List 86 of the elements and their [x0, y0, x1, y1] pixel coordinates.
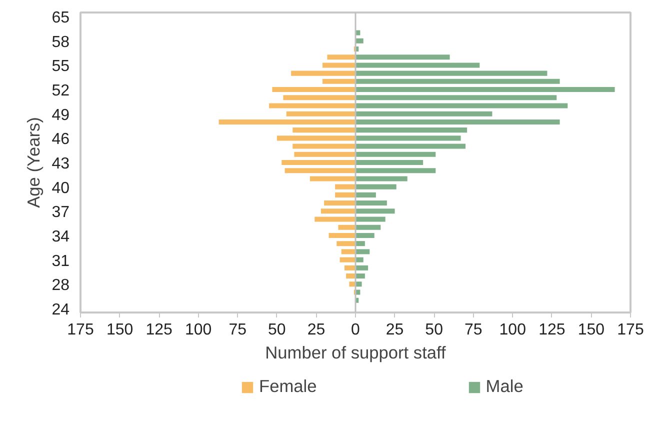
y-tick-label: 55: [52, 58, 70, 76]
x-tick-label: 75: [228, 322, 247, 338]
x-tick-label: 100: [185, 322, 212, 338]
bar: [356, 192, 376, 198]
bar: [356, 208, 395, 214]
y-tick-label: 58: [52, 34, 70, 51]
bar: [344, 265, 356, 270]
bar: [276, 136, 356, 141]
x-tick-label: 175: [617, 322, 644, 338]
bar: [356, 224, 381, 230]
x-tick-label: 175: [67, 322, 94, 338]
bar: [356, 232, 374, 238]
bar: [322, 62, 356, 68]
x-tick-label: 150: [106, 322, 134, 338]
bar: [328, 232, 356, 238]
bar: [356, 265, 368, 270]
x-tick-label: 125: [538, 322, 566, 338]
bar: [292, 128, 356, 133]
bar: [335, 192, 356, 198]
x-axis-title: Number of support staff: [265, 342, 446, 362]
bar: [346, 274, 356, 279]
bar: [314, 216, 356, 222]
bar: [269, 103, 356, 108]
bar: [282, 160, 356, 166]
bar: [218, 119, 356, 124]
bar: [341, 249, 356, 254]
y-tick-label: 49: [52, 106, 70, 124]
bar: [340, 257, 356, 262]
x-tick-label: 150: [578, 322, 605, 338]
bar: [292, 144, 356, 149]
bar: [356, 144, 466, 149]
bar: [356, 160, 424, 166]
bar: [356, 168, 436, 174]
bar: [356, 78, 560, 84]
bar: [356, 62, 480, 68]
bar: [272, 87, 356, 92]
x-tick-label: 100: [499, 322, 526, 338]
bar: [284, 168, 356, 174]
y-tick-label: 28: [52, 277, 70, 294]
x-tick-label: 50: [268, 322, 286, 338]
bar: [335, 184, 356, 190]
y-tick-label: 24: [52, 301, 70, 318]
y-tick-label: 37: [52, 204, 70, 222]
bar: [324, 200, 356, 206]
y-tick-label: 52: [52, 82, 70, 100]
bar: [356, 111, 492, 116]
bar: [320, 208, 356, 214]
legend-label: Female: [259, 376, 317, 397]
bar: [327, 54, 356, 60]
x-tick-label: 50: [425, 322, 444, 338]
y-axis-title: Age (Years): [24, 117, 44, 208]
x-tick-label: 0: [351, 322, 360, 338]
y-tick-label: 43: [52, 156, 70, 172]
bar: [356, 200, 387, 206]
bar: [336, 241, 356, 246]
legend-label: Male: [486, 376, 524, 397]
bar: [294, 152, 356, 157]
bar: [356, 119, 560, 124]
y-tick-label: 65: [52, 10, 70, 27]
y-tick-label: 40: [52, 180, 70, 197]
bar: [286, 111, 356, 116]
bar: [356, 54, 450, 60]
bar: [356, 128, 468, 133]
bar: [291, 70, 356, 76]
bar: [310, 176, 356, 182]
bar: [356, 87, 615, 92]
bar: [356, 176, 408, 182]
bar: [322, 78, 356, 84]
bar: [356, 95, 557, 100]
x-tick-label: 25: [386, 322, 404, 338]
x-tick-label: 75: [464, 322, 482, 338]
y-tick-label: 34: [52, 228, 70, 246]
bar: [356, 216, 386, 222]
bar: [356, 103, 568, 108]
bar: [356, 136, 461, 141]
y-tick-label: 31: [52, 252, 70, 270]
bar: [356, 184, 396, 190]
bar: [356, 249, 370, 254]
bar: [356, 70, 548, 76]
y-tick-label: 46: [52, 131, 70, 148]
bar: [356, 152, 436, 157]
bar: [338, 224, 356, 230]
bar: [283, 95, 356, 100]
bar: [349, 282, 356, 287]
x-tick-label: 125: [146, 322, 173, 338]
x-tick-label: 25: [307, 322, 326, 338]
